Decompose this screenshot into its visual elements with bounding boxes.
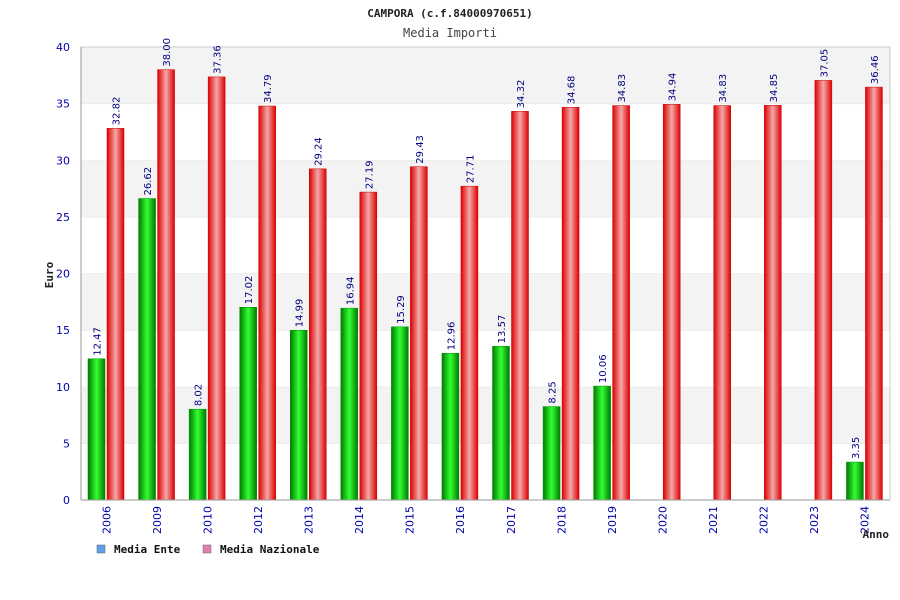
x-tick-label: 2006 (100, 506, 113, 534)
y-tick-label: 5 (63, 437, 70, 450)
chart-title: CAMPORA (c.f.84000970651) (367, 7, 533, 20)
y-tick-label: 35 (56, 98, 70, 111)
bars: 12.47 32.82 26.62 38.00 8.02 37.36 17.02 34.79 1… (87, 38, 883, 501)
x-tick-label: 2022 (758, 506, 771, 534)
bar-value-label: 34.94 (668, 73, 679, 102)
bar-media-ente (391, 326, 409, 501)
bar-media-nazionale (561, 106, 580, 501)
bar-value-label: 26.62 (143, 167, 154, 196)
bar-value-label: 12.96 (446, 322, 457, 351)
bar-media-ente (542, 406, 561, 501)
bar-media-ente (846, 461, 864, 501)
bar-media-nazionale (612, 105, 630, 501)
bar-media-nazionale (460, 185, 479, 501)
bar-media-nazionale (764, 105, 782, 501)
y-tick-label: 25 (56, 211, 70, 224)
bar-media-nazionale (157, 69, 175, 501)
legend-label: Media Ente (114, 543, 181, 556)
bar-value-label: 15.29 (396, 295, 407, 324)
bar-value-label: 27.71 (465, 155, 476, 184)
bar-value-label: 34.85 (769, 74, 780, 103)
bar-value-label: 34.68 (567, 76, 578, 105)
bar-value-label: 17.02 (244, 276, 255, 305)
x-tick-label: 2024 (859, 506, 872, 534)
x-tick-label: 2012 (252, 506, 265, 534)
bar-media-nazionale (106, 128, 125, 501)
y-axis-label: Euro (43, 261, 56, 288)
bar-value-label: 37.36 (213, 45, 224, 74)
bar-media-nazionale (207, 76, 226, 501)
bar-media-ente (188, 408, 207, 501)
x-tick-label: 2017 (505, 506, 518, 534)
bar-value-label: 37.05 (819, 49, 830, 78)
x-axis-label: Anno (863, 528, 890, 541)
bar-media-ente (340, 307, 359, 501)
bar-value-label: 34.83 (718, 74, 729, 103)
bar-value-label: 34.79 (263, 74, 274, 103)
bar-value-label: 38.00 (162, 38, 173, 67)
bar-value-label: 16.94 (345, 277, 356, 306)
bar-media-ente (441, 352, 460, 501)
y-axis: 0 5 10 15 20 25 30 35 40 (56, 41, 82, 507)
y-tick-label: 15 (56, 324, 70, 337)
x-tick-label: 2014 (353, 506, 366, 534)
bar-value-label: 12.47 (93, 327, 104, 356)
x-tick-label: 2013 (303, 506, 316, 534)
bar-value-label: 3.35 (851, 437, 862, 459)
legend-label: Media Nazionale (220, 543, 320, 556)
bar-media-nazionale (258, 105, 276, 501)
legend-swatch (96, 544, 106, 554)
legend-swatch (202, 544, 212, 554)
bar-media-ente (239, 306, 257, 501)
x-tick-label: 2018 (555, 506, 568, 534)
x-tick-label: 2020 (656, 506, 669, 534)
x-tick-label: 2021 (707, 506, 720, 534)
x-tick-label: 2010 (201, 506, 214, 534)
y-tick-label: 0 (63, 494, 70, 507)
bar-media-nazionale (511, 111, 529, 501)
x-tick-label: 2016 (454, 506, 467, 534)
y-tick-label: 20 (56, 268, 70, 281)
bar-value-label: 27.19 (364, 160, 375, 189)
x-tick-label: 2015 (404, 506, 417, 534)
bar-value-label: 32.82 (112, 97, 123, 126)
bar-value-label: 14.99 (295, 299, 306, 328)
x-tick-label: 2019 (606, 506, 619, 534)
bar-value-label: 8.02 (194, 384, 205, 406)
bar-media-nazionale (359, 191, 378, 501)
y-tick-label: 40 (56, 41, 70, 54)
bar-media-nazionale (309, 168, 327, 501)
bar-media-ente (290, 329, 308, 501)
y-tick-label: 30 (56, 154, 70, 167)
bar-media-nazionale (865, 86, 883, 501)
bar-value-label: 29.43 (415, 135, 426, 164)
bar-media-nazionale (814, 80, 833, 501)
bar-media-nazionale (713, 105, 731, 501)
bar-value-label: 10.06 (598, 354, 609, 383)
x-axis: 2006 2009 2010 2012 2013 2014 2015 2016 2017 2018… (81, 499, 890, 534)
y-tick-label: 10 (56, 381, 70, 394)
bar-value-label: 29.24 (314, 137, 325, 166)
bar-value-label: 36.46 (870, 55, 881, 84)
x-tick-label: 2023 (808, 506, 821, 534)
bar-media-ente (492, 346, 510, 501)
bar-media-nazionale (410, 166, 428, 501)
bar-value-label: 8.25 (548, 381, 559, 403)
legend: Media Ente Media Nazionale (96, 543, 320, 556)
bar-media-ente (593, 385, 611, 501)
bar-value-label: 13.57 (497, 315, 508, 344)
bar-value-label: 34.32 (516, 80, 527, 109)
bar-media-ente (138, 198, 156, 501)
x-tick-label: 2009 (151, 506, 164, 534)
bar-media-nazionale (662, 104, 681, 501)
chart-subtitle: Media Importi (403, 26, 497, 40)
bar-value-label: 34.83 (617, 74, 628, 103)
bar-media-ente (87, 358, 106, 501)
